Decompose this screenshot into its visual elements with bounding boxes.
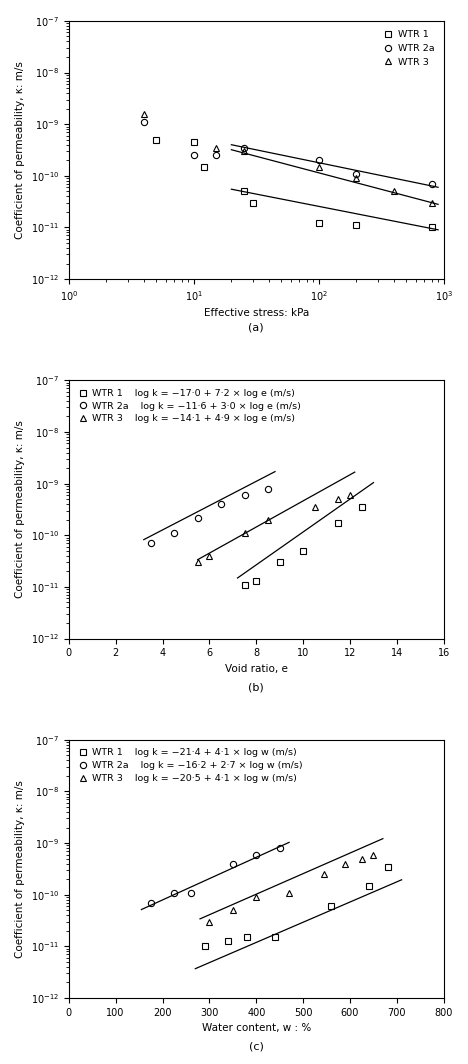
WTR 1 <box>316 217 322 230</box>
WTR 2a <box>241 142 246 154</box>
Legend: WTR 1    log k = −17·0 + 7·2 × log e (m/s), WTR 2a    log k = −11·6 + 3·0 × log : WTR 1 log k = −17·0 + 7·2 × log e (m/s),… <box>73 385 305 428</box>
WTR 3 <box>213 142 219 154</box>
Legend: WTR 1, WTR 2a, WTR 3: WTR 1, WTR 2a, WTR 3 <box>378 26 439 71</box>
Y-axis label: Coefficient of permeability, κ: m/s: Coefficient of permeability, κ: m/s <box>15 420 25 598</box>
WTR 3 <box>429 197 434 210</box>
WTR 2a <box>141 116 147 129</box>
Text: (c): (c) <box>249 1042 263 1052</box>
Line: WTR 2a: WTR 2a <box>141 119 435 187</box>
WTR 3 <box>241 145 246 157</box>
WTR 1 <box>201 161 206 173</box>
WTR 1 <box>154 133 159 146</box>
WTR 2a <box>213 149 219 162</box>
WTR 1 <box>241 185 246 198</box>
WTR 3 <box>391 185 397 198</box>
WTR 3 <box>354 171 359 184</box>
WTR 2a <box>429 178 434 190</box>
Y-axis label: Coefficient of permeability, κ: m/s: Coefficient of permeability, κ: m/s <box>15 61 25 239</box>
X-axis label: Void ratio, e: Void ratio, e <box>225 664 288 674</box>
WTR 1 <box>429 221 434 234</box>
WTR 2a <box>316 154 322 167</box>
X-axis label: Effective stress: kPa: Effective stress: kPa <box>204 309 309 318</box>
WTR 3 <box>316 161 322 173</box>
X-axis label: Water content, w : %: Water content, w : % <box>202 1024 311 1033</box>
Line: WTR 1: WTR 1 <box>153 136 435 231</box>
Line: WTR 3: WTR 3 <box>141 111 435 206</box>
WTR 1 <box>354 219 359 232</box>
WTR 2a <box>354 167 359 180</box>
Text: (b): (b) <box>249 682 264 693</box>
WTR 2a <box>191 149 197 162</box>
WTR 1 <box>250 197 256 210</box>
Text: (a): (a) <box>249 323 264 333</box>
WTR 1 <box>191 136 197 149</box>
WTR 3 <box>141 107 147 120</box>
Y-axis label: Coefficient of permeability, κ: m/s: Coefficient of permeability, κ: m/s <box>15 780 25 958</box>
Legend: WTR 1    log k = −21·4 + 4·1 × log w (m/s), WTR 2a    log k = −16·2 + 2·7 × log : WTR 1 log k = −21·4 + 4·1 × log w (m/s),… <box>73 745 307 786</box>
